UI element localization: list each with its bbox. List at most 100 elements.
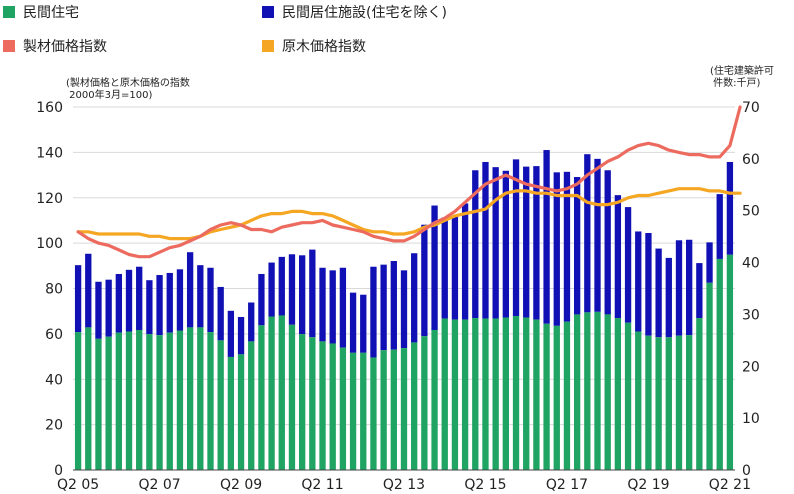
bar-private-housing xyxy=(176,330,184,470)
right-axis-note: (住宅建築許可 件数:千戸) xyxy=(710,66,774,89)
bar-private-nonres xyxy=(604,170,611,315)
legend-swatch-private-nonres xyxy=(262,6,274,18)
bar-private-nonres xyxy=(227,310,235,357)
bar-private-nonres xyxy=(502,170,510,318)
bar-private-housing xyxy=(146,334,153,470)
bar-private-nonres xyxy=(716,194,723,259)
bar-private-nonres xyxy=(176,269,184,331)
bar-private-nonres xyxy=(563,171,571,322)
bar-private-housing xyxy=(339,347,347,470)
bar-private-housing xyxy=(482,318,489,470)
bar-private-housing xyxy=(604,314,611,470)
bar-private-housing xyxy=(563,321,571,470)
bar-private-nonres xyxy=(278,256,285,316)
bar-series xyxy=(74,150,734,470)
bar-private-nonres xyxy=(614,195,622,319)
bar-private-nonres xyxy=(492,167,499,319)
bar-private-housing xyxy=(329,343,336,470)
x-tick-label: Q2 21 xyxy=(709,477,751,493)
bar-private-housing xyxy=(441,318,448,470)
y-right-tick-label: 60 xyxy=(742,152,760,168)
bar-private-housing xyxy=(706,282,713,470)
y-right-tick-label: 50 xyxy=(742,204,760,220)
bar-private-housing xyxy=(726,254,734,470)
bar-private-nonres xyxy=(523,166,530,318)
y-right-tick-label: 30 xyxy=(742,307,760,323)
bar-private-nonres xyxy=(553,172,560,326)
bar-private-housing xyxy=(380,350,387,470)
bar-private-nonres xyxy=(85,253,92,328)
bar-private-nonres xyxy=(573,177,581,315)
bar-private-housing xyxy=(411,342,418,470)
y-right-tick-label: 0 xyxy=(742,463,751,479)
bar-private-housing xyxy=(696,318,703,470)
bar-private-housing xyxy=(533,319,540,470)
bar-private-housing xyxy=(543,323,550,470)
bar-private-nonres xyxy=(461,203,469,320)
bar-private-nonres xyxy=(421,224,428,337)
bar-private-housing xyxy=(136,329,143,470)
bar-private-nonres xyxy=(268,262,275,317)
y-right-tick-label: 20 xyxy=(742,359,760,375)
bar-private-housing xyxy=(156,335,163,470)
bar-private-housing xyxy=(85,327,92,470)
bar-private-nonres xyxy=(319,267,326,342)
bar-private-housing xyxy=(461,319,469,470)
bar-private-nonres xyxy=(431,205,438,330)
bar-private-nonres xyxy=(237,317,245,355)
bar-private-nonres xyxy=(635,231,642,332)
y-right-tick-label: 70 xyxy=(742,100,760,116)
bar-private-nonres xyxy=(594,158,601,312)
bar-private-nonres xyxy=(329,270,336,344)
bar-private-housing xyxy=(217,340,224,470)
bar-private-nonres xyxy=(156,275,163,336)
x-tick-label: Q2 13 xyxy=(383,477,425,493)
bar-private-housing xyxy=(421,336,428,470)
bar-private-nonres xyxy=(339,267,347,348)
y-left-tick-label: 80 xyxy=(45,282,63,298)
y-left-tick-label: 60 xyxy=(45,327,63,343)
bar-private-housing xyxy=(512,315,520,470)
y-left-tick-label: 100 xyxy=(36,236,63,252)
bar-private-housing xyxy=(573,314,581,470)
bar-private-nonres xyxy=(370,266,377,358)
bar-private-housing xyxy=(665,337,672,470)
bar-private-nonres xyxy=(400,270,408,349)
bar-private-nonres xyxy=(360,294,367,353)
bar-private-nonres xyxy=(645,233,652,336)
bar-private-nonres xyxy=(115,273,122,333)
bar-private-housing xyxy=(635,331,642,470)
bar-private-nonres xyxy=(166,272,173,333)
bar-private-housing xyxy=(360,352,367,470)
bar-private-nonres xyxy=(146,280,153,335)
left-axis-note: (製材価格と原木価格の指数 2000年3月=100) xyxy=(66,78,190,101)
bar-private-housing xyxy=(645,335,652,470)
bar-private-nonres xyxy=(472,170,479,319)
bar-private-housing xyxy=(614,318,622,470)
bar-private-nonres xyxy=(105,279,112,337)
bar-private-nonres xyxy=(665,257,672,338)
x-tick-label: Q2 11 xyxy=(301,477,343,493)
bar-private-nonres xyxy=(258,273,265,326)
bar-private-housing xyxy=(502,317,510,470)
bar-private-nonres xyxy=(125,269,133,332)
bar-private-housing xyxy=(166,332,173,470)
legend-swatch-lumber-price xyxy=(3,40,15,52)
bar-private-housing xyxy=(227,356,235,470)
bar-private-nonres xyxy=(197,265,204,328)
bar-private-nonres xyxy=(584,154,591,313)
legend-label-lumber-price: 製材価格指数 xyxy=(23,39,107,55)
x-tick-label: Q2 09 xyxy=(220,477,262,493)
bar-private-housing xyxy=(288,324,296,470)
bar-private-nonres xyxy=(543,150,550,324)
bar-private-housing xyxy=(74,332,82,470)
legend: 民間住宅 民間居住施設(住宅を除く) 製材価格指数 原木価格指数 xyxy=(0,0,794,60)
bar-private-nonres xyxy=(217,286,224,341)
y-left-tick-label: 40 xyxy=(45,372,63,388)
bar-private-nonres xyxy=(288,254,296,325)
y-right-tick-label: 10 xyxy=(742,411,760,427)
legend-item-private-nonres: 民間居住施設(住宅を除く) xyxy=(262,2,447,22)
bar-private-housing xyxy=(115,332,122,470)
bar-private-nonres xyxy=(136,266,143,330)
